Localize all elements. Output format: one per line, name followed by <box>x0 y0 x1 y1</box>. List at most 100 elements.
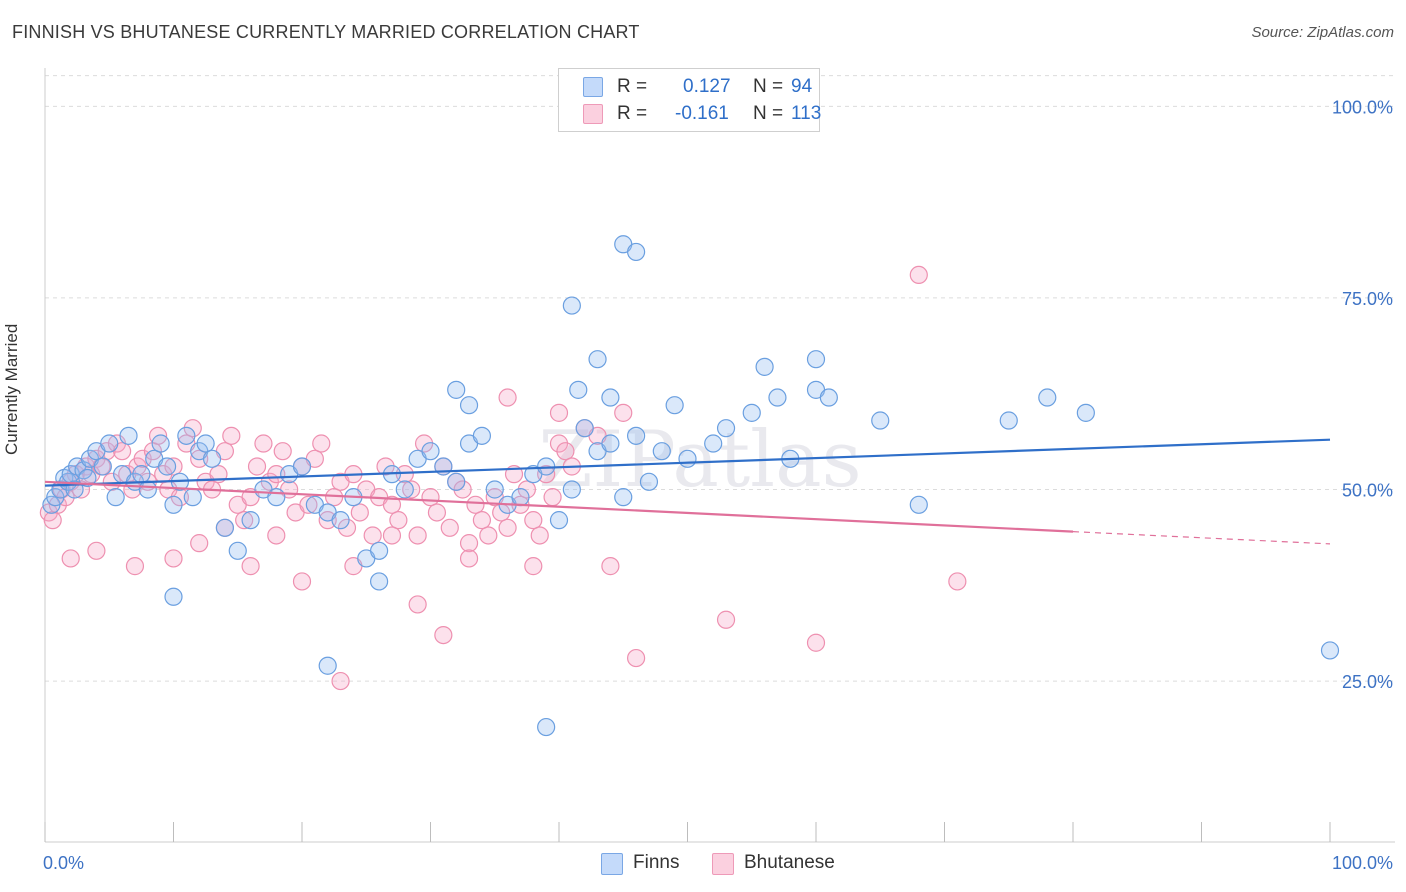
finns-point <box>601 388 620 407</box>
finns-point <box>755 357 774 376</box>
bhutanese-point <box>164 549 183 568</box>
finns-point <box>292 457 312 476</box>
finns-point <box>202 449 222 468</box>
finns-point <box>626 242 646 262</box>
finns-point <box>370 541 389 560</box>
bhutanese-point <box>43 511 62 530</box>
bhutanese-point <box>190 534 209 553</box>
bhutanese-point <box>382 495 402 514</box>
finns-point <box>183 488 202 507</box>
bhutanese-point <box>524 557 543 576</box>
finns-point <box>241 511 260 530</box>
y-tick-label: 25.0% <box>1342 672 1393 692</box>
bhutanese-point <box>466 495 485 514</box>
finns-point <box>93 457 112 476</box>
gridlines <box>45 75 1395 682</box>
finns-point <box>871 411 890 430</box>
finns-point <box>1076 403 1095 422</box>
bhutanese-point <box>331 671 350 691</box>
finns-point <box>138 480 157 499</box>
bhutanese-point <box>434 625 453 645</box>
bhutanese-trend-extension <box>1072 531 1331 545</box>
bhutanese-point <box>408 526 427 545</box>
bhutanese-trend-line <box>44 480 1074 533</box>
bhutanese-point <box>524 511 543 530</box>
finns-point <box>511 488 530 507</box>
bhutanese-point <box>273 442 292 461</box>
finns-point <box>562 296 581 315</box>
finns-point <box>806 350 826 369</box>
finns-point <box>106 488 125 507</box>
bhutanese-point <box>312 434 331 453</box>
bhutanese-point <box>614 403 633 422</box>
bhutanese-legend-label: Bhutanese <box>744 852 835 873</box>
finns-point <box>215 518 234 537</box>
bhutanese-point <box>363 526 382 545</box>
finns-point <box>395 480 414 499</box>
bhutanese-point <box>459 534 479 553</box>
bhutanese-point <box>247 457 267 476</box>
bhutanese-point <box>125 557 145 576</box>
bhutanese-point <box>292 572 312 591</box>
finns-point <box>742 403 761 422</box>
bhutanese-point <box>408 595 427 614</box>
x-tick-label-end: 100.0% <box>1332 853 1393 873</box>
finns-point <box>267 488 286 507</box>
bhutanese-point <box>909 265 928 285</box>
finns-points <box>42 235 1340 737</box>
chart-title: FINNISH VS BHUTANESE CURRENTLY MARRIED C… <box>12 22 640 42</box>
bhutanese-point <box>299 495 318 514</box>
finns-point <box>228 541 247 560</box>
bhutanese-point <box>241 557 260 576</box>
source-label: Source: ZipAtlas.com <box>1251 24 1394 41</box>
legend-box: R = 0.127 N = 94 R = -0.161 N = 113 <box>558 68 822 132</box>
finns-point <box>588 350 607 369</box>
bhutanese-point <box>254 434 273 453</box>
finns-point <box>569 380 588 399</box>
finns-legend-label: Finns <box>633 852 680 873</box>
finns-point <box>909 495 928 514</box>
finns-point <box>716 419 736 438</box>
bhutanese-point <box>389 511 408 530</box>
finns-point <box>100 434 119 453</box>
finns-r-label: R = <box>617 76 648 97</box>
finns-point <box>164 587 183 606</box>
bhutanese-point <box>87 541 106 560</box>
bhutanese-point <box>549 403 569 422</box>
finns-point <box>331 511 350 530</box>
y-tick-label: 50.0% <box>1342 480 1393 500</box>
finns-point <box>157 457 177 476</box>
finns-point <box>485 480 504 499</box>
finns-point <box>177 426 196 445</box>
bhutanese-r-label: R = <box>617 103 648 124</box>
bhutanese-point <box>601 557 620 576</box>
bhutanese-point <box>318 511 337 530</box>
trend-lines <box>44 438 1331 545</box>
bhutanese-point <box>948 572 967 591</box>
bhutanese-point <box>459 549 479 568</box>
tick-labels: 25.0% 50.0% 75.0% 100.0% 0.0% 100.0% <box>43 97 1393 873</box>
bhutanese-point <box>479 526 498 545</box>
x-tick-label-start: 0.0% <box>43 853 84 873</box>
finns-point <box>537 717 556 737</box>
bhutanese-point <box>472 511 491 530</box>
bhutanese-point <box>382 526 402 545</box>
bhutanese-n-value: 113 <box>791 103 822 124</box>
finns-point <box>196 434 215 453</box>
finns-n-label: N = <box>753 76 784 97</box>
finns-point <box>562 480 581 499</box>
bhutanese-point <box>61 549 80 568</box>
finns-swatch <box>583 77 603 97</box>
finns-r-value: 0.127 <box>683 76 731 97</box>
finns-point <box>1320 641 1340 660</box>
finns-point <box>626 426 646 445</box>
bhutanese-point <box>530 526 549 545</box>
finns-point <box>575 419 594 438</box>
finns-n-value: 94 <box>791 76 813 97</box>
finns-point <box>549 511 569 530</box>
y-tick-label: 75.0% <box>1342 289 1393 309</box>
finns-point <box>421 442 440 461</box>
bhutanese-point <box>626 648 646 668</box>
finns-legend-swatch <box>601 853 623 875</box>
bhutanese-point <box>498 388 517 407</box>
